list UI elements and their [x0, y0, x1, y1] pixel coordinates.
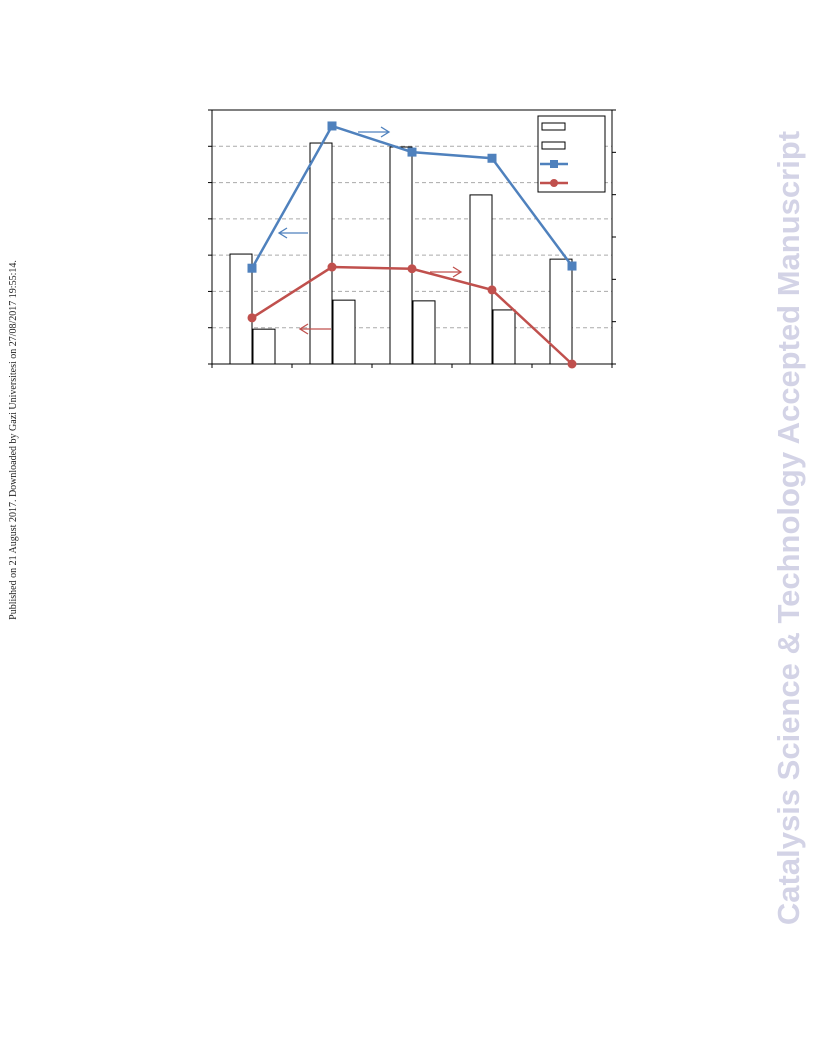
- side-note: Published on 21 August 2017. Downloaded …: [8, 260, 19, 620]
- marker: [567, 359, 577, 369]
- bar: [549, 258, 573, 365]
- watermark: Catalysis Science & Technology Accepted …: [771, 131, 806, 925]
- bar: [309, 142, 333, 365]
- marker: [407, 264, 417, 274]
- bar: [469, 194, 493, 365]
- marker: [247, 313, 257, 323]
- arrows: [277, 126, 463, 335]
- legend-marker: [550, 160, 558, 168]
- bar: [492, 309, 516, 365]
- marker: [327, 262, 337, 272]
- legend-swatch: [541, 122, 566, 131]
- chart: [208, 109, 616, 369]
- marker: [567, 261, 577, 271]
- marker: [247, 263, 257, 273]
- bar: [229, 253, 253, 365]
- marker: [487, 285, 497, 295]
- marker: [327, 121, 337, 131]
- legend-swatch: [541, 141, 566, 150]
- bar: [332, 299, 356, 365]
- marker: [407, 147, 417, 157]
- bar: [412, 300, 436, 365]
- bar: [252, 328, 276, 365]
- marker: [487, 153, 497, 163]
- legend-marker: [550, 179, 558, 187]
- bar: [389, 146, 413, 365]
